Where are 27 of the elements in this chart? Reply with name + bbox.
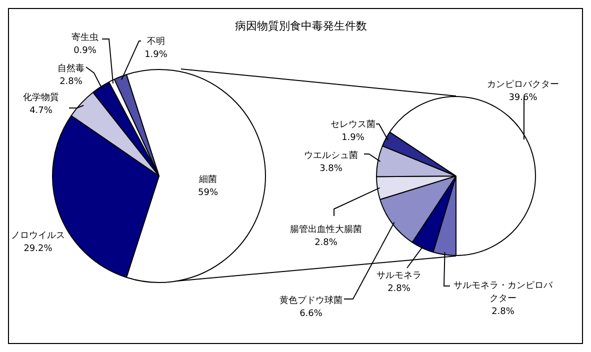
data-label: 2.8% — [314, 238, 338, 248]
text: 病因物質別食中毒発生件数 — [235, 19, 367, 32]
data-label: 2.8% — [388, 284, 411, 294]
slice-label: ノロウイルス — [11, 230, 65, 241]
data-label: 0.9% — [74, 46, 97, 56]
slice-label: サルモネラ — [376, 270, 422, 281]
slice-label: 不明 — [147, 36, 165, 47]
data-label: 29.2% — [24, 244, 53, 254]
slice-label: 腸管出血性大腸菌 — [290, 224, 362, 235]
data-label: 6.6% — [300, 308, 323, 319]
data-label: 4.7% — [30, 106, 53, 116]
data-label: 1.9% — [342, 132, 365, 143]
slice-label: 細菌 — [198, 174, 217, 185]
data-label: 39.6% — [508, 92, 538, 103]
slice-label: ウエルシュ菌 — [304, 150, 358, 161]
data-label: 1.9% — [144, 50, 168, 60]
data-label: 2.8% — [492, 306, 515, 317]
data-label: 59% — [198, 188, 218, 198]
slice-label: 化学物質 — [23, 92, 59, 103]
slice-label: 自然毒 — [58, 62, 84, 74]
slice-label: 寄生虫 — [72, 32, 98, 43]
data-label: 2.8% — [60, 76, 83, 87]
slice-label: サルモネラ・カンピロバクター — [454, 280, 554, 304]
slice-label: セレウス菌 — [330, 118, 376, 130]
data-label: 3.8% — [320, 164, 343, 174]
slice-label: カンピロバクター — [487, 78, 559, 90]
slice-label: 黄色ブドウ球菌 — [280, 294, 342, 306]
